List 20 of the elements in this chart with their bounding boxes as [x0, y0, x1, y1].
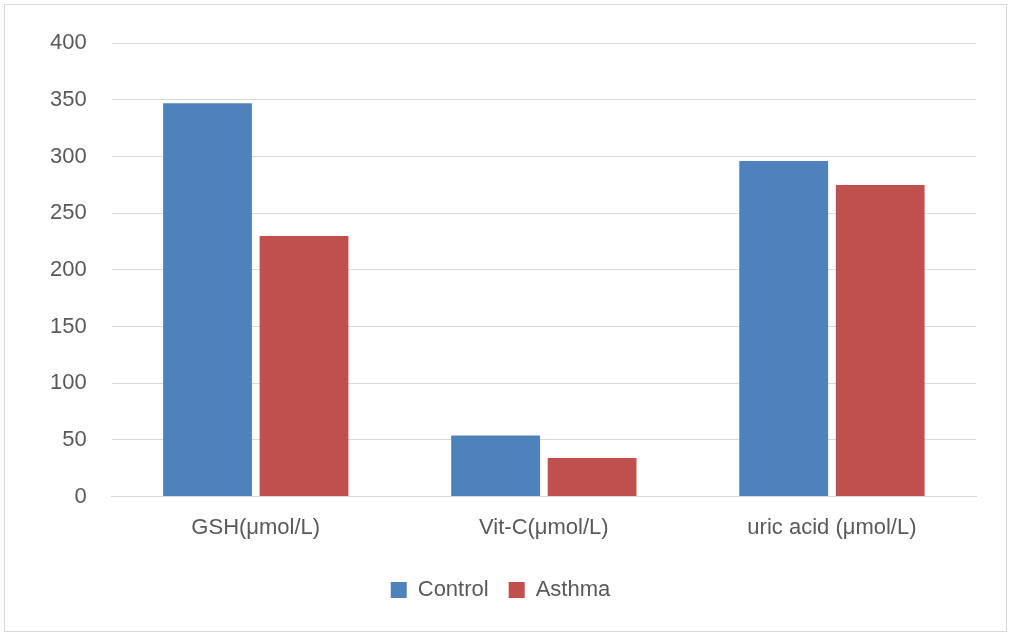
y-tick-label: 250 — [49, 199, 87, 225]
y-tick-label: 300 — [49, 142, 87, 168]
bar — [547, 458, 637, 497]
bar — [451, 435, 540, 497]
y-tick-label: 400 — [49, 29, 87, 55]
bar — [163, 103, 252, 497]
legend-label: Asthma — [535, 576, 612, 602]
legend-label: Control — [417, 576, 489, 602]
x-tick-label: GSH(μmol/L) — [191, 513, 321, 539]
y-tick-label: 150 — [49, 312, 87, 338]
x-tick-label: uric acid (μmol/L) — [747, 513, 917, 539]
y-tick-label: 200 — [49, 255, 87, 281]
y-tick-label: 0 — [74, 482, 87, 508]
y-tick-label: 100 — [49, 369, 87, 395]
x-tick-label: Vit-C(μmol/L) — [479, 513, 609, 539]
y-tick-label: 50 — [62, 425, 87, 451]
bar — [739, 161, 829, 497]
bar — [835, 184, 925, 497]
y-tick-label: 350 — [49, 85, 87, 111]
bar — [259, 235, 349, 497]
